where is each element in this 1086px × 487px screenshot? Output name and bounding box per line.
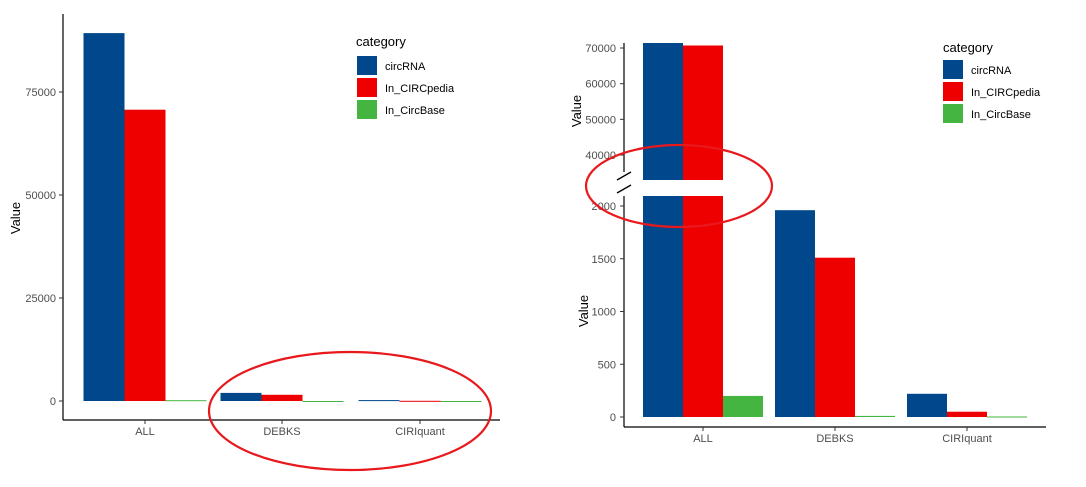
left-y-ticks: 0 25000 50000 75000: [25, 87, 63, 408]
right-lower-y-ticks: 0 500 1000 1500 2000: [592, 201, 624, 424]
left-y-tick-label: 0: [50, 396, 56, 408]
right-bar-circrna-debks: [775, 210, 815, 417]
right-lower-y-tick-label: 1000: [592, 307, 616, 319]
left-bar-in-circpedia-debks: [261, 394, 303, 401]
left-y-tick-label: 25000: [25, 293, 56, 305]
left-legend-label-circpedia: In_CIRCpedia: [385, 83, 455, 95]
left-legend-title: category: [356, 34, 406, 49]
right-bar-circrna-all-lower: [643, 196, 683, 417]
right-lower-y-tick-label: 500: [598, 359, 616, 371]
right-upper-y-tick-label: 70000: [585, 43, 616, 55]
left-y-tick-label: 75000: [25, 87, 56, 99]
right-legend-label-circrna: circRNA: [971, 65, 1012, 77]
left-bar-circrna-ciriquant: [358, 400, 400, 402]
right-x-tick-label: DEBKS: [816, 433, 853, 445]
left-chart: 0 25000 50000 75000 ALL DEBKS CIRIquant Value…: [8, 14, 500, 472]
right-legend-swatch-circrna: [943, 60, 963, 79]
right-bars: [643, 43, 1027, 418]
right-bar-in-circpedia-ciriquant: [947, 411, 987, 417]
left-annotation-ellipse: [207, 350, 493, 472]
right-bar-circrna-ciriquant: [907, 393, 947, 417]
left-bar-circrna-all: [83, 33, 125, 401]
right-upper-y-axis-title: Value: [569, 95, 584, 127]
left-x-ticks: ALL DEBKS CIRIquant: [135, 420, 445, 438]
left-bar-in-circpedia-ciriquant: [399, 400, 441, 402]
left-legend-swatch-circbase: [357, 100, 377, 119]
right-legend-label-circbase: In_CircBase: [971, 109, 1031, 121]
right-axis-break-mark-lower: [616, 184, 632, 194]
right-lower-y-tick-label: 1500: [592, 254, 616, 266]
left-bar-in-circbase-debks: [302, 401, 344, 402]
right-lower-y-tick-label: 2000: [592, 201, 616, 213]
left-x-tick-label: CIRIquant: [395, 426, 445, 438]
right-x-tick-label: ALL: [693, 433, 713, 445]
right-bar-in-circpedia-debks: [815, 257, 855, 417]
right-chart: 40000 50000 60000 70000 0 500 1000 1500 2000 AL…: [569, 40, 1046, 445]
right-annotation-ellipse: [584, 143, 774, 229]
right-axis-break-mark-upper: [616, 171, 632, 181]
left-bar-in-circpedia-all: [124, 109, 166, 401]
right-bar-in-circbase-debks: [855, 415, 895, 417]
left-legend: category circRNA In_CIRCpedia In_CircBas…: [356, 34, 455, 119]
right-upper-y-ticks: 40000 50000 60000 70000: [585, 43, 624, 162]
right-bar-in-circbase-all: [723, 395, 763, 417]
left-x-tick-label: DEBKS: [263, 426, 300, 438]
left-bar-in-circbase-ciriquant: [440, 401, 482, 402]
right-lower-y-tick-label: 0: [610, 412, 616, 424]
right-legend: category circRNA In_CIRCpedia In_CircBas…: [943, 40, 1041, 123]
right-lower-y-axis-title: Value: [576, 295, 591, 327]
right-bar-circrna-all-upper: [643, 43, 683, 180]
right-upper-y-tick-label: 60000: [585, 79, 616, 91]
left-legend-swatch-circpedia: [357, 78, 377, 97]
left-x-tick-label: ALL: [135, 426, 155, 438]
right-bar-in-circpedia-all-lower: [683, 196, 723, 417]
right-upper-y-tick-label: 40000: [585, 150, 616, 162]
right-upper-y-tick-label: 50000: [585, 114, 616, 126]
right-legend-swatch-circpedia: [943, 82, 963, 101]
right-x-tick-label: CIRIquant: [942, 433, 992, 445]
right-bar-in-circbase-ciriquant: [987, 416, 1027, 418]
right-legend-title: category: [943, 40, 993, 55]
right-legend-label-circpedia: In_CIRCpedia: [971, 87, 1041, 99]
left-bars: [83, 33, 482, 402]
left-legend-label-circbase: In_CircBase: [385, 105, 445, 117]
left-y-axis-title: Value: [8, 202, 23, 234]
left-bar-in-circbase-all: [165, 400, 207, 402]
left-bar-circrna-debks: [220, 392, 262, 401]
left-legend-label-circrna: circRNA: [385, 61, 426, 73]
right-bar-in-circpedia-all-upper: [683, 45, 723, 180]
right-legend-swatch-circbase: [943, 104, 963, 123]
left-y-tick-label: 50000: [25, 190, 56, 202]
left-legend-swatch-circrna: [357, 56, 377, 75]
right-x-ticks: ALL DEBKS CIRIquant: [693, 427, 992, 445]
